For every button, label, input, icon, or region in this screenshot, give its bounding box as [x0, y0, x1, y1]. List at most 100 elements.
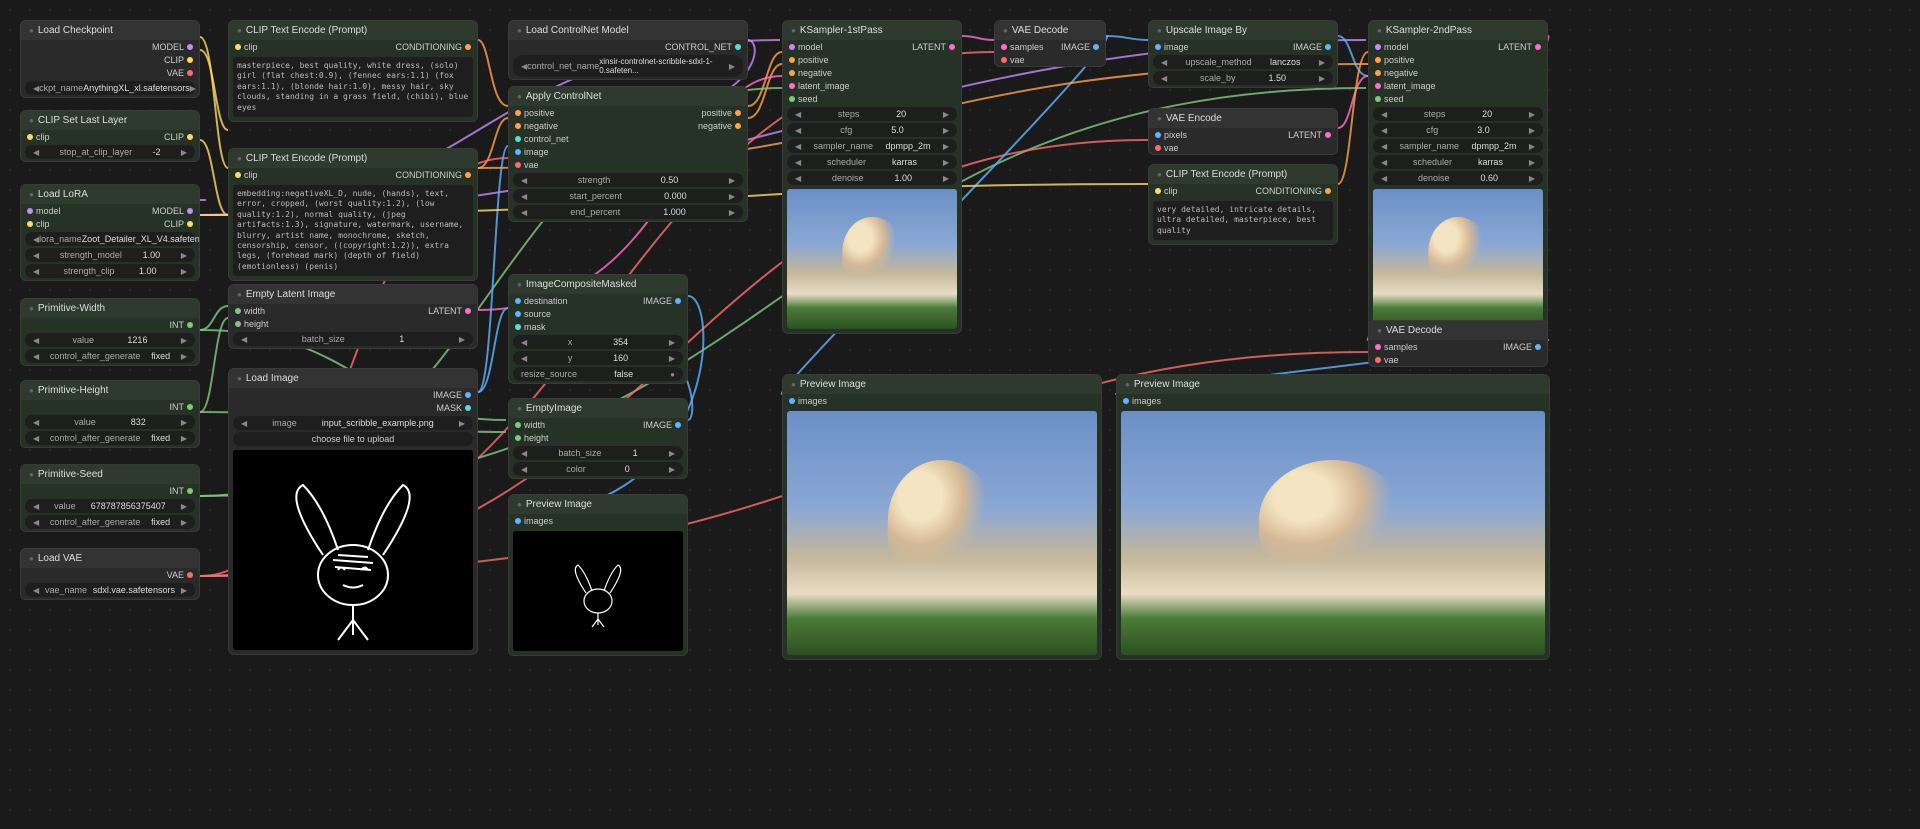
- port-dot[interactable]: [465, 308, 471, 314]
- widget-sampler[interactable]: ◀sampler_namedpmpp_2m▶: [787, 139, 957, 153]
- node-title[interactable]: KSampler-2ndPass: [1369, 21, 1547, 40]
- port-dot[interactable]: [789, 44, 795, 50]
- port-dot[interactable]: [465, 172, 471, 178]
- widget-color[interactable]: ◀color0▶: [513, 462, 683, 476]
- port-dot[interactable]: [1093, 44, 1099, 50]
- widget-value[interactable]: ◀value678787856375407▶: [25, 499, 195, 513]
- node-load-checkpoint[interactable]: Load Checkpoint MODEL CLIP VAE ◀ckpt_nam…: [20, 20, 200, 98]
- port-dot[interactable]: [235, 321, 241, 327]
- widget-cfg[interactable]: ◀cfg3.0▶: [1373, 123, 1543, 137]
- widget-batch-size[interactable]: ◀batch_size1▶: [513, 446, 683, 460]
- port-dot[interactable]: [1001, 44, 1007, 50]
- port-dot[interactable]: [1325, 44, 1331, 50]
- port-dot[interactable]: [235, 308, 241, 314]
- port-dot[interactable]: [235, 172, 241, 178]
- port-dot[interactable]: [515, 422, 521, 428]
- node-clip-text-encode-negative[interactable]: CLIP Text Encode (Prompt) clipCONDITIONI…: [228, 148, 478, 281]
- node-load-controlnet-model[interactable]: Load ControlNet Model CONTROL_NET ◀contr…: [508, 20, 748, 80]
- port-dot[interactable]: [465, 405, 471, 411]
- widget-denoise[interactable]: ◀denoise0.60▶: [1373, 171, 1543, 185]
- node-title[interactable]: Load Image: [229, 369, 477, 388]
- node-preview-image-2[interactable]: Preview Image images: [1116, 374, 1550, 660]
- port-dot[interactable]: [1375, 57, 1381, 63]
- node-title[interactable]: Load LoRA: [21, 185, 199, 204]
- widget-x[interactable]: ◀x354▶: [513, 335, 683, 349]
- upload-button[interactable]: choose file to upload: [233, 432, 473, 446]
- widget-value[interactable]: ◀value1216▶: [25, 333, 195, 347]
- widget-end-percent[interactable]: ◀end_percent1.000▶: [513, 205, 743, 219]
- prompt-text[interactable]: very detailed, intricate details, ultra …: [1153, 201, 1333, 240]
- node-load-lora[interactable]: Load LoRA modelMODEL clipCLIP ◀lora_name…: [20, 184, 200, 281]
- port-dot[interactable]: [187, 57, 193, 63]
- port-dot[interactable]: [735, 123, 741, 129]
- widget-strength-clip[interactable]: ◀strength_clip1.00▶: [25, 264, 195, 278]
- port-dot[interactable]: [515, 110, 521, 116]
- port-dot[interactable]: [187, 70, 193, 76]
- widget-scale-by[interactable]: ◀scale_by1.50▶: [1153, 71, 1333, 85]
- port-dot[interactable]: [789, 398, 795, 404]
- port-dot[interactable]: [1325, 132, 1331, 138]
- widget-y[interactable]: ◀y160▶: [513, 351, 683, 365]
- node-title[interactable]: VAE Decode: [995, 21, 1105, 40]
- node-title[interactable]: CLIP Text Encode (Prompt): [1149, 165, 1337, 184]
- node-apply-controlnet[interactable]: Apply ControlNet positivepositive negati…: [508, 86, 748, 222]
- node-title[interactable]: VAE Encode: [1149, 109, 1337, 128]
- port-dot[interactable]: [1535, 344, 1541, 350]
- node-title[interactable]: CLIP Text Encode (Prompt): [229, 149, 477, 168]
- node-clip-text-encode-2[interactable]: CLIP Text Encode (Prompt) clipCONDITIONI…: [1148, 164, 1338, 245]
- port-dot[interactable]: [675, 422, 681, 428]
- port-dot[interactable]: [1123, 398, 1129, 404]
- node-title[interactable]: VAE Decode: [1369, 321, 1547, 340]
- port-dot[interactable]: [1155, 188, 1161, 194]
- node-title[interactable]: Apply ControlNet: [509, 87, 747, 106]
- port-dot[interactable]: [27, 221, 33, 227]
- port-dot[interactable]: [1375, 344, 1381, 350]
- node-primitive-width[interactable]: Primitive-Width INT ◀value1216▶ ◀control…: [20, 298, 200, 366]
- port-dot[interactable]: [187, 404, 193, 410]
- node-ksampler-2ndpass[interactable]: KSampler-2ndPass modelLATENT positive ne…: [1368, 20, 1548, 334]
- node-title[interactable]: Upscale Image By: [1149, 21, 1337, 40]
- widget-scheduler[interactable]: ◀schedulerkarras▶: [1373, 155, 1543, 169]
- widget-value[interactable]: ◀value832▶: [25, 415, 195, 429]
- port-dot[interactable]: [187, 221, 193, 227]
- port-dot[interactable]: [187, 208, 193, 214]
- node-title[interactable]: Primitive-Seed: [21, 465, 199, 484]
- widget-scheduler[interactable]: ◀schedulerkarras▶: [787, 155, 957, 169]
- port-dot[interactable]: [789, 57, 795, 63]
- port-dot[interactable]: [27, 208, 33, 214]
- port-dot[interactable]: [515, 324, 521, 330]
- port-dot[interactable]: [789, 83, 795, 89]
- node-upscale-image-by[interactable]: Upscale Image By imageIMAGE ◀upscale_met…: [1148, 20, 1338, 88]
- node-image-composite-masked[interactable]: ImageCompositeMasked destinationIMAGE so…: [508, 274, 688, 384]
- port-dot[interactable]: [1535, 44, 1541, 50]
- widget-control[interactable]: ◀control_after_generatefixed▶: [25, 515, 195, 529]
- port-dot[interactable]: [1375, 357, 1381, 363]
- port-dot[interactable]: [515, 435, 521, 441]
- widget-image[interactable]: ◀imageinput_scribble_example.png▶: [233, 416, 473, 430]
- widget-strength[interactable]: ◀strength0.50▶: [513, 173, 743, 187]
- widget-control[interactable]: ◀control_after_generatefixed▶: [25, 431, 195, 445]
- port-dot[interactable]: [1375, 70, 1381, 76]
- node-vae-decode-1[interactable]: VAE Decode samplesIMAGE vae: [994, 20, 1106, 67]
- node-ksampler-1stpass[interactable]: KSampler-1stPass modelLATENT positive ne…: [782, 20, 962, 334]
- port-dot[interactable]: [735, 110, 741, 116]
- port-dot[interactable]: [187, 134, 193, 140]
- widget-cfg[interactable]: ◀cfg5.0▶: [787, 123, 957, 137]
- port-dot[interactable]: [1155, 44, 1161, 50]
- widget-lora-name[interactable]: ◀lora_nameZoot_Detailer_XL_V4.safeten...…: [25, 232, 195, 246]
- widget-control[interactable]: ◀control_after_generatefixed▶: [25, 349, 195, 363]
- port-dot[interactable]: [515, 136, 521, 142]
- widget-ckpt-name[interactable]: ◀ckpt_nameAnythingXL_xl.safetensors▶: [25, 81, 195, 95]
- port-dot[interactable]: [1155, 145, 1161, 151]
- node-title[interactable]: CLIP Set Last Layer: [21, 111, 199, 130]
- port-dot[interactable]: [515, 298, 521, 304]
- port-dot[interactable]: [1375, 83, 1381, 89]
- widget-vae-name[interactable]: ◀vae_namesdxl.vae.safetensors▶: [25, 583, 195, 597]
- port-dot[interactable]: [789, 70, 795, 76]
- port-dot[interactable]: [465, 44, 471, 50]
- port-dot[interactable]: [515, 123, 521, 129]
- node-title[interactable]: Preview Image: [509, 495, 687, 514]
- node-primitive-seed[interactable]: Primitive-Seed INT ◀value678787856375407…: [20, 464, 200, 532]
- node-vae-encode[interactable]: VAE Encode pixelsLATENT vae: [1148, 108, 1338, 155]
- widget-strength-model[interactable]: ◀strength_model1.00▶: [25, 248, 195, 262]
